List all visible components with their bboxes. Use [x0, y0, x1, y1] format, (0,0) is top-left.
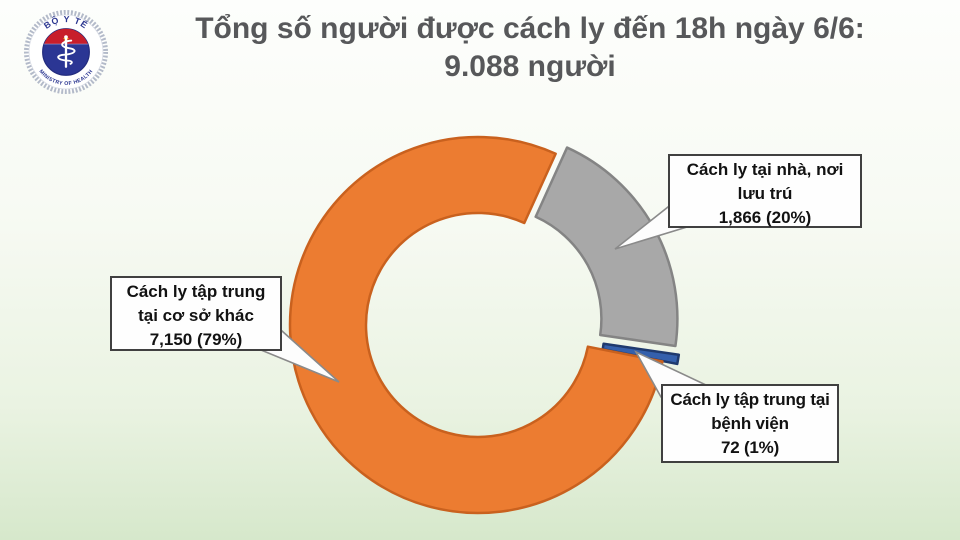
donut-slice-0 [534, 146, 679, 348]
callout-label-line: bệnh viện [711, 414, 789, 433]
callout-value-line: 1,866 (20%) [718, 208, 812, 227]
callout-hospital-quarantine: Cách ly tập trung tại bệnh viện 72 (1%) [661, 384, 839, 463]
callout-label-line: Cách ly tại nhà, nơi [686, 160, 844, 179]
callout-other-facilities: Cách ly tập trung tại cơ sở khác 7,150 (… [110, 276, 282, 351]
callout-label-line: Cách ly tập trung tại [670, 390, 830, 409]
callout-value-line: 72 (1%) [720, 438, 780, 457]
rod-of-asclepius-icon [57, 35, 76, 68]
callout-home-quarantine: Cách ly tại nhà, nơi lưu trú 1,866 (20%) [668, 154, 862, 228]
callout-label-line: Cách ly tập trung [126, 282, 266, 301]
title-line-1: Tổng số người được cách ly đến 18h ngày … [195, 12, 865, 45]
page-title: Tổng số người được cách ly đến 18h ngày … [110, 10, 950, 86]
callout-label-line: lưu trú [737, 184, 793, 203]
title-line-2: 9.088 người [444, 50, 616, 83]
callout-label-line: tại cơ sở khác [138, 306, 254, 325]
ministry-of-health-logo-icon: BỘ Y TẾ MINISTRY OF HEALTH ★ [23, 9, 109, 95]
callout-value-line: 7,150 (79%) [149, 330, 243, 349]
donut-slices-group [288, 135, 681, 515]
donut-slice-2 [288, 135, 664, 515]
